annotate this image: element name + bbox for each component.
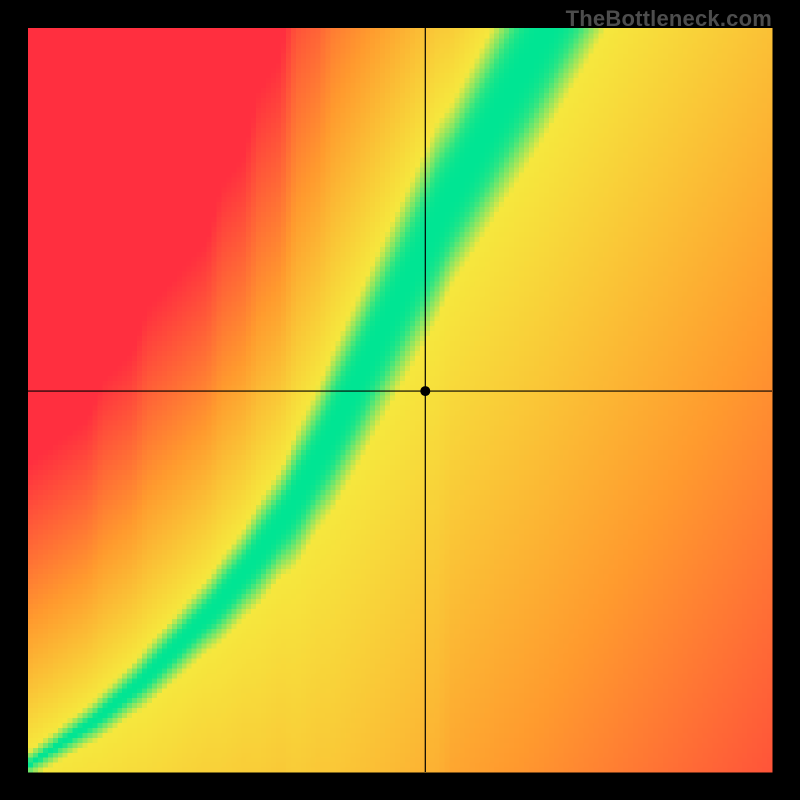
crosshair-dot <box>420 386 430 396</box>
heatmap-cells <box>28 28 773 773</box>
watermark-text: TheBottleneck.com <box>566 6 772 32</box>
bottleneck-heatmap <box>0 0 800 800</box>
chart-frame: { "watermark": "TheBottleneck.com", "cha… <box>0 0 800 800</box>
